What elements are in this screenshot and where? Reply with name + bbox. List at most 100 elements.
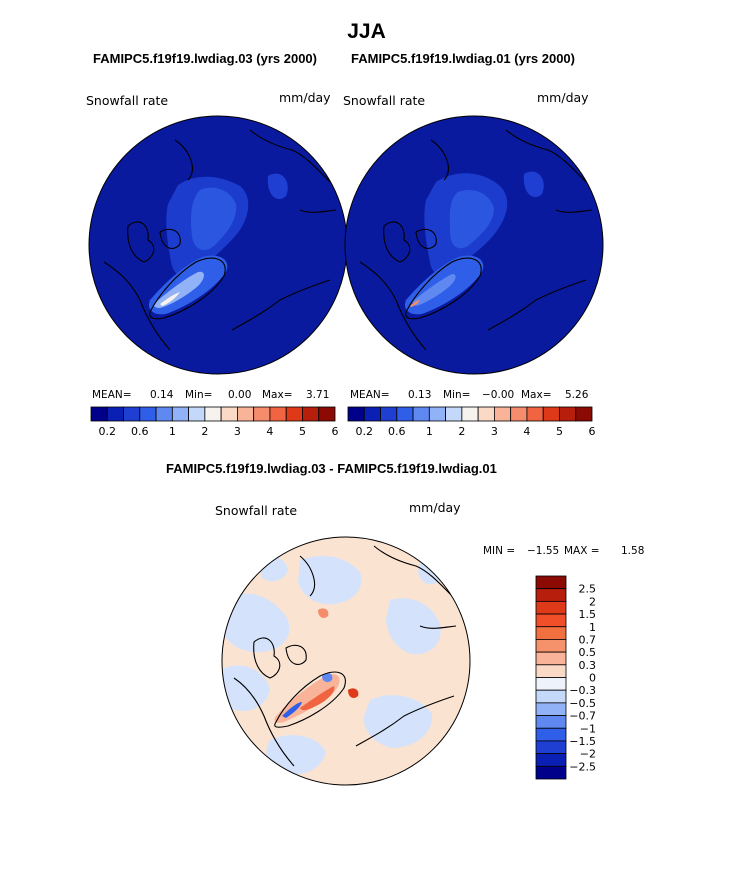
difference-max-value: 1.58 — [621, 545, 645, 557]
colorbar-2-box-0 — [347, 406, 365, 422]
colorbar-2-tick-label: 0.2 — [356, 425, 374, 438]
colorbar-1-box-7 — [204, 406, 222, 422]
panel-1-mean-value: 0.14 — [150, 389, 174, 401]
colorbar-3-box-10 — [535, 702, 567, 716]
difference-variable-label: Snowfall rate — [215, 503, 298, 518]
colorbar-1-box-11 — [269, 406, 287, 422]
colorbar-2-tick-label: 1 — [426, 425, 433, 438]
panel-1-case-title: FAMIPC5.f19f19.lwdiag.03 (yrs 2000) — [93, 51, 317, 66]
panel-2-max-label: Max= — [521, 389, 552, 401]
colorbar-1-tick-label: 0.2 — [99, 425, 117, 438]
colorbar-3-box-7 — [535, 664, 567, 678]
panel-2-mean-label: MEAN= — [350, 389, 390, 401]
colorbar-1-box-5 — [171, 406, 189, 422]
colorbar-2-box-13 — [559, 406, 577, 422]
colorbar-1-tick-label: 0.6 — [131, 425, 149, 438]
panel-2-mean-value: 0.13 — [408, 389, 432, 401]
colorbar-2-box-7 — [461, 406, 479, 422]
panel-1-coastlines — [103, 129, 337, 351]
colorbar-1-box-4 — [155, 406, 173, 422]
colorbar-1-box-6 — [188, 406, 206, 422]
colorbar-3-box-3 — [535, 613, 567, 628]
panel-2-map — [344, 115, 604, 375]
colorbar-2-box-14 — [575, 406, 593, 422]
colorbar-3-tick-label: −2.5 — [569, 760, 596, 773]
colorbar-3-box-6 — [535, 651, 567, 666]
colorbar-1-tick-label: 1 — [169, 425, 176, 438]
panel-1-mean-label: MEAN= — [92, 389, 132, 401]
colorbar-3-tick-label: 2 — [589, 595, 596, 608]
colorbar-3-tick-label: 0.5 — [579, 646, 597, 659]
colorbar-1-tick-label: 5 — [299, 425, 306, 438]
panel-1-max-label: Max= — [262, 389, 293, 401]
panel-2-snowfall-field — [404, 171, 544, 315]
colorbar-3-box-13 — [535, 740, 567, 755]
colorbar-1-box-8 — [220, 406, 238, 422]
panel-2-variable-label: Snowfall rate — [343, 93, 426, 108]
page-title: JJA — [347, 20, 386, 43]
colorbar-2-box-10 — [510, 406, 528, 422]
colorbar-3-tick-label: 1.5 — [579, 608, 597, 621]
colorbar-3-box-14 — [535, 753, 567, 767]
colorbar-2-box-5 — [428, 406, 447, 422]
colorbar-3-box-9 — [535, 689, 567, 704]
panel-1-colorbar: 0.2 0.6 1 2 3 4 5 6 — [90, 406, 339, 438]
colorbar-3-tick-label: −0.7 — [569, 710, 596, 723]
colorbar-1-box-2 — [123, 406, 141, 422]
panel-2-coastlines — [359, 129, 593, 351]
difference-map — [221, 536, 471, 786]
colorbar-3-tick-label: 1 — [589, 621, 596, 634]
colorbar-2-box-8 — [477, 406, 495, 422]
colorbar-2-tick-label: 4 — [523, 425, 530, 438]
colorbar-1-box-12 — [285, 406, 303, 422]
colorbar-1-box-10 — [253, 406, 271, 422]
colorbar-1-box-1 — [106, 406, 124, 422]
colorbar-1-box-9 — [236, 406, 255, 422]
difference-min-value: −1.55 — [527, 545, 560, 557]
colorbar-3-box-4 — [535, 626, 567, 640]
panel-2-max-value: 5.26 — [565, 389, 589, 401]
colorbar-3-box-12 — [535, 727, 567, 742]
colorbar-3-tick-label: −0.5 — [569, 697, 596, 710]
panel-2-units-label: mm/day — [537, 90, 589, 105]
panel-1-max-value: 3.71 — [306, 389, 330, 401]
colorbar-3-tick-label: 0.3 — [579, 659, 597, 672]
colorbar-2-box-12 — [542, 406, 560, 422]
panel-2-colorbar: 0.2 0.6 1 2 3 4 5 6 — [347, 406, 596, 438]
colorbar-2-box-11 — [526, 406, 544, 422]
colorbar-1-tick-label: 6 — [332, 425, 339, 438]
colorbar-3-box-15 — [535, 765, 567, 780]
panel-1-map — [88, 115, 348, 375]
colorbar-3-box-11 — [535, 715, 567, 729]
colorbar-3-tick-label: 2.5 — [579, 583, 597, 596]
colorbar-1-box-14 — [318, 406, 336, 422]
colorbar-2-tick-label: 3 — [491, 425, 498, 438]
colorbar-3-tick-label: −2 — [580, 748, 596, 761]
colorbar-3-box-5 — [535, 639, 567, 653]
colorbar-3-tick-label: 0.7 — [579, 633, 597, 646]
difference-title: FAMIPC5.f19f19.lwdiag.03 - FAMIPC5.f19f1… — [166, 461, 497, 476]
colorbar-2-tick-label: 0.6 — [388, 425, 406, 438]
colorbar-3-box-2 — [535, 600, 567, 615]
difference-coastlines — [233, 545, 457, 767]
difference-max-label: MAX = — [564, 545, 600, 557]
colorbar-3-box-8 — [535, 677, 567, 691]
colorbar-1-box-13 — [302, 406, 320, 422]
colorbar-3-box-1 — [535, 588, 567, 602]
colorbar-3-box-0 — [535, 575, 567, 590]
difference-colorbar: 2.521.510.70.50.30−0.3−0.5−0.7−1−1.5−2−2… — [535, 575, 597, 780]
colorbar-2-box-4 — [412, 406, 430, 422]
colorbar-3-tick-label: −1 — [580, 722, 596, 735]
colorbar-1-tick-label: 2 — [201, 425, 208, 438]
panel-1-min-value: 0.00 — [228, 389, 252, 401]
colorbar-3-tick-label: 0 — [589, 672, 596, 685]
panel-1-units-label: mm/day — [279, 90, 331, 105]
difference-min-label: MIN = — [483, 545, 516, 557]
difference-units-label: mm/day — [409, 500, 461, 515]
colorbar-2-box-2 — [380, 406, 398, 422]
panel-1-min-label: Min= — [185, 389, 213, 401]
panel-1-snowfall-field — [148, 173, 288, 315]
colorbar-2-tick-label: 5 — [556, 425, 563, 438]
colorbar-1-box-0 — [90, 406, 108, 422]
